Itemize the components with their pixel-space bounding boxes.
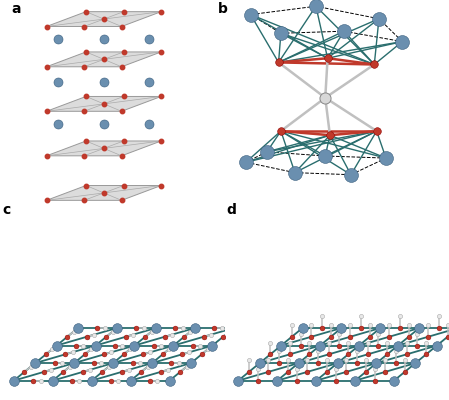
Text: b: b bbox=[218, 2, 228, 16]
Polygon shape bbox=[47, 186, 161, 200]
Text: c: c bbox=[2, 203, 10, 217]
Polygon shape bbox=[47, 141, 161, 156]
Polygon shape bbox=[47, 12, 161, 26]
Text: d: d bbox=[227, 203, 237, 217]
Polygon shape bbox=[47, 96, 161, 111]
Text: a: a bbox=[11, 2, 21, 16]
Polygon shape bbox=[47, 52, 161, 67]
